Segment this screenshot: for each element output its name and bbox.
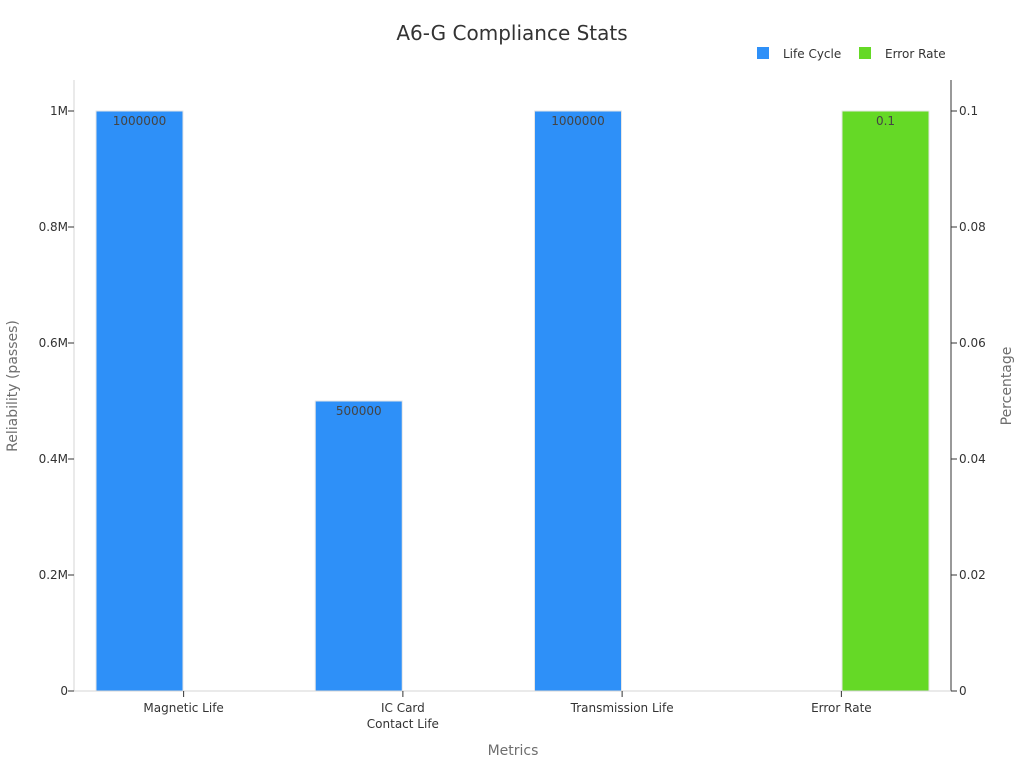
axes-group <box>73 80 952 692</box>
x-tick-label: Transmission Life <box>570 701 674 715</box>
x-tick-group: Magnetic Life IC Card Contact Life Transmis… <box>143 691 872 731</box>
x-tick-label: Magnetic Life <box>143 701 223 715</box>
y2-tick-label: 0.1 <box>959 104 978 118</box>
bar-error-rate-3 <box>841 110 930 692</box>
y-axis-title: Reliability (passes) <box>5 320 21 452</box>
legend-label-life-cycle: Life Cycle <box>783 47 841 61</box>
y-tick-label: 0 <box>60 684 68 698</box>
y-tick-label: 0.8M <box>39 220 68 234</box>
y2-tick-label: 0.04 <box>959 452 986 466</box>
x-tick-label: Contact Life <box>367 717 439 731</box>
y-tick-label: 0.6M <box>39 336 68 350</box>
y-tick-group: 0 0.2M 0.4M 0.6M 0.8M 1M <box>39 104 74 698</box>
legend-label-error-rate: Error Rate <box>885 47 946 61</box>
plot-area: 1000000 500000 1000000 0.1 Magnetic Life IC … <box>39 80 986 731</box>
data-label-error-rate-3: 0.1 <box>876 114 895 128</box>
x-tick-label: Error Rate <box>811 701 872 715</box>
y2-tick-label: 0.08 <box>959 220 986 234</box>
bar-life-cycle-1 <box>314 400 403 692</box>
y2-tick-label: 0 <box>959 684 967 698</box>
x-axis-title: Metrics <box>488 743 539 759</box>
y-tick-label: 0.2M <box>39 568 68 582</box>
data-label-group: 1000000 500000 1000000 0.1 <box>113 114 895 418</box>
data-label-life-cycle-2: 1000000 <box>551 114 604 128</box>
chart-title: A6-G Compliance Stats <box>396 21 627 45</box>
y2-tick-label: 0.06 <box>959 336 986 350</box>
data-label-life-cycle-1: 500000 <box>336 404 382 418</box>
legend: Life Cycle Error Rate <box>757 47 946 61</box>
y2-tick-label: 0.02 <box>959 568 986 582</box>
y2-tick-group: 0 0.02 0.04 0.06 0.08 0.1 <box>951 104 986 698</box>
data-label-life-cycle-0: 1000000 <box>113 114 166 128</box>
y-tick-label: 1M <box>50 104 68 118</box>
legend-swatch-life-cycle <box>757 47 769 59</box>
bar-group <box>95 110 930 692</box>
bar-life-cycle-2 <box>534 110 622 692</box>
y2-axis-title: Percentage <box>999 347 1015 426</box>
y-tick-label: 0.4M <box>39 452 68 466</box>
x-tick-label: IC Card <box>381 701 425 715</box>
bar-life-cycle-0 <box>95 110 184 692</box>
legend-swatch-error-rate <box>859 47 871 59</box>
